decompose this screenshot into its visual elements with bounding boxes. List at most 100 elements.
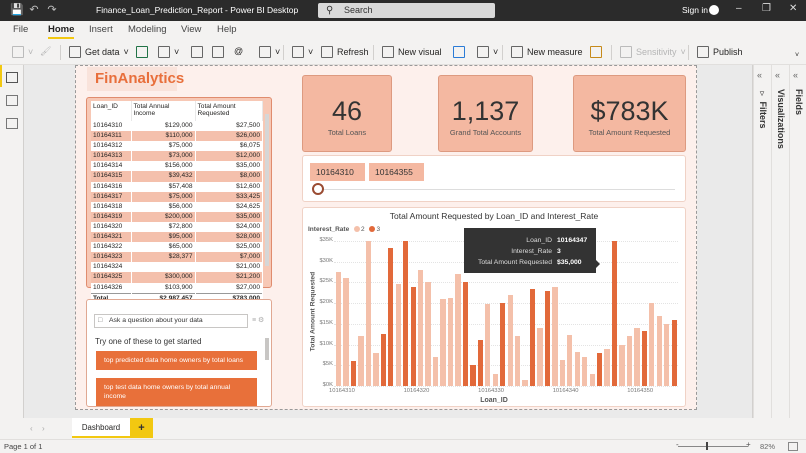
bar-10164333[interactable] bbox=[507, 294, 513, 386]
column-header-amount-requested[interactable]: Total Amount Requested bbox=[195, 101, 263, 121]
column-header-annual-income[interactable]: Total Annual Income bbox=[131, 101, 196, 121]
filters-pane[interactable]: « ▿ Filters bbox=[753, 65, 771, 418]
bar-10164334[interactable] bbox=[514, 336, 521, 386]
bar-10164320[interactable] bbox=[410, 286, 416, 386]
legend-item-2[interactable]: 2 bbox=[361, 226, 365, 233]
dataverse-button[interactable]: @ bbox=[234, 46, 243, 56]
chevron-left-icon[interactable]: « bbox=[775, 70, 781, 80]
chevron-left-icon[interactable]: « bbox=[793, 70, 799, 80]
bar-10164323[interactable] bbox=[432, 357, 439, 386]
bar-10164328[interactable] bbox=[470, 365, 476, 386]
menu-home[interactable]: Home bbox=[48, 24, 75, 39]
bar-10164349[interactable] bbox=[626, 336, 633, 386]
bar-10164327[interactable] bbox=[462, 282, 469, 386]
bar-10164312[interactable] bbox=[350, 360, 357, 386]
menu-file[interactable]: File bbox=[13, 24, 29, 35]
table-row[interactable]: 10164320 $72,800 $24,000 bbox=[91, 221, 263, 233]
bar-10164338[interactable] bbox=[544, 290, 551, 386]
data-view-icon[interactable] bbox=[6, 95, 18, 106]
slider-handle[interactable] bbox=[312, 183, 324, 195]
close-button[interactable]: ✕ bbox=[789, 3, 798, 14]
table-row[interactable]: 10164321 $95,000 $28,000 bbox=[91, 232, 263, 243]
bar-10164348[interactable] bbox=[619, 344, 625, 386]
bar-10164330[interactable] bbox=[485, 303, 491, 386]
bar-10164325[interactable] bbox=[447, 298, 454, 386]
menu-help[interactable]: Help bbox=[217, 24, 237, 35]
visualizations-pane[interactable]: « Visualizations bbox=[771, 65, 789, 418]
paste-button[interactable]: ˅ bbox=[12, 46, 33, 58]
refresh-button[interactable]: Refresh bbox=[321, 46, 369, 58]
table-row[interactable]: 10164310 $129,000 $27,500 bbox=[91, 121, 263, 132]
redo-icon[interactable]: ↷ bbox=[47, 4, 57, 16]
bar-10164351[interactable] bbox=[641, 330, 647, 386]
sign-in-link[interactable]: Sign in bbox=[682, 5, 708, 15]
bar-10164318[interactable] bbox=[395, 283, 401, 386]
bar-10164324[interactable] bbox=[440, 299, 446, 386]
chevron-left-icon[interactable]: « bbox=[757, 70, 763, 80]
slicer-min-input[interactable]: 10164310 bbox=[310, 163, 365, 181]
bar-10164342[interactable] bbox=[574, 351, 580, 386]
table-scrollbar[interactable] bbox=[265, 114, 269, 266]
next-page-button[interactable]: › bbox=[42, 424, 45, 433]
zoom-in-button[interactable]: + bbox=[746, 440, 751, 449]
bar-10164341[interactable] bbox=[567, 335, 573, 386]
fit-to-page-icon[interactable] bbox=[788, 442, 798, 451]
kpi-card-grand-total-accounts[interactable]: 1,137 Grand Total Accounts bbox=[438, 75, 533, 152]
page-tab-dashboard[interactable]: Dashboard bbox=[72, 418, 130, 438]
prev-page-button[interactable]: ‹ bbox=[30, 424, 33, 433]
qa-settings-icons[interactable]: ≡ ⚙ bbox=[252, 317, 265, 324]
bar-10164337[interactable] bbox=[537, 328, 543, 386]
qa-scrollbar[interactable] bbox=[265, 338, 269, 360]
get-data-button[interactable]: Get data ˅ bbox=[69, 46, 129, 58]
text-box-button[interactable] bbox=[453, 46, 465, 58]
bar-10164332[interactable] bbox=[500, 303, 506, 386]
bar-10164317[interactable] bbox=[388, 247, 394, 386]
bar-10164354[interactable] bbox=[664, 323, 670, 386]
table-row[interactable]: 10164315 $39,432 $8,000 bbox=[91, 171, 263, 182]
new-measure-button[interactable]: New measure bbox=[511, 46, 583, 58]
table-row[interactable]: 10164322 $65,000 $25,000 bbox=[91, 242, 263, 253]
avatar[interactable] bbox=[709, 5, 719, 15]
save-icon[interactable]: 💾 bbox=[10, 4, 24, 16]
publish-button[interactable]: Publish bbox=[697, 46, 743, 58]
quick-measure-button[interactable] bbox=[590, 46, 602, 58]
bar-10164315[interactable] bbox=[373, 352, 379, 386]
bar-10164326[interactable] bbox=[455, 274, 461, 386]
restore-button[interactable]: ❐ bbox=[762, 3, 771, 14]
loan-table-visual[interactable]: Loan_ID Total Annual Income Total Amount… bbox=[86, 97, 272, 304]
table-row[interactable]: 10164311 $110,000 $26,000 bbox=[91, 131, 263, 142]
table-row[interactable]: 10164324 $21,000 bbox=[91, 262, 263, 273]
table-row[interactable]: 10164326 $103,900 $27,000 bbox=[91, 282, 263, 294]
table-row[interactable]: 10164318 $56,000 $24,625 bbox=[91, 201, 263, 212]
bar-10164322[interactable] bbox=[425, 282, 431, 386]
bar-10164353[interactable] bbox=[656, 316, 662, 386]
qa-input[interactable]: □ Ask a question about your data bbox=[94, 314, 248, 328]
fields-pane[interactable]: « Fields bbox=[789, 65, 806, 418]
table-row[interactable]: 10164316 $57,408 $12,600 bbox=[91, 181, 263, 192]
menu-modeling[interactable]: Modeling bbox=[128, 24, 167, 35]
bar-10164311[interactable] bbox=[343, 278, 349, 386]
bar-10164319[interactable] bbox=[403, 241, 409, 386]
bar-10164314[interactable] bbox=[365, 241, 372, 386]
table-row[interactable]: 10164319 $200,000 $35,000 bbox=[91, 211, 263, 222]
table-row[interactable]: 10164312 $75,000 $6,075 bbox=[91, 141, 263, 152]
slider-track[interactable] bbox=[321, 189, 675, 190]
table-row[interactable]: 10164314 $156,000 $35,000 bbox=[91, 161, 263, 172]
bar-10164344[interactable] bbox=[589, 373, 595, 386]
bar-10164352[interactable] bbox=[649, 303, 655, 386]
bar-10164335[interactable] bbox=[522, 379, 528, 386]
collapse-ribbon-button[interactable]: ˅ bbox=[795, 52, 800, 59]
kpi-card-total-loans[interactable]: 46 Total Loans bbox=[302, 75, 392, 152]
new-visual-button[interactable]: New visual bbox=[382, 46, 442, 58]
bar-10164355[interactable] bbox=[671, 319, 677, 386]
format-painter-button[interactable]: 🖌 bbox=[40, 46, 51, 57]
kpi-card-total-amount-requested[interactable]: $783K Total Amount Requested bbox=[573, 75, 686, 152]
slicer-max-input[interactable]: 10164355 bbox=[369, 163, 424, 181]
excel-button[interactable] bbox=[136, 46, 148, 58]
zoom-out-button[interactable]: - bbox=[676, 440, 679, 449]
column-header-loan-id[interactable]: Loan_ID bbox=[91, 101, 132, 121]
report-view-icon[interactable] bbox=[6, 72, 18, 83]
qa-suggestion-button[interactable]: top predicted data home owners by total … bbox=[96, 351, 257, 370]
minimize-button[interactable]: – bbox=[736, 3, 742, 14]
data-hub-button[interactable]: ˅ bbox=[158, 46, 179, 58]
